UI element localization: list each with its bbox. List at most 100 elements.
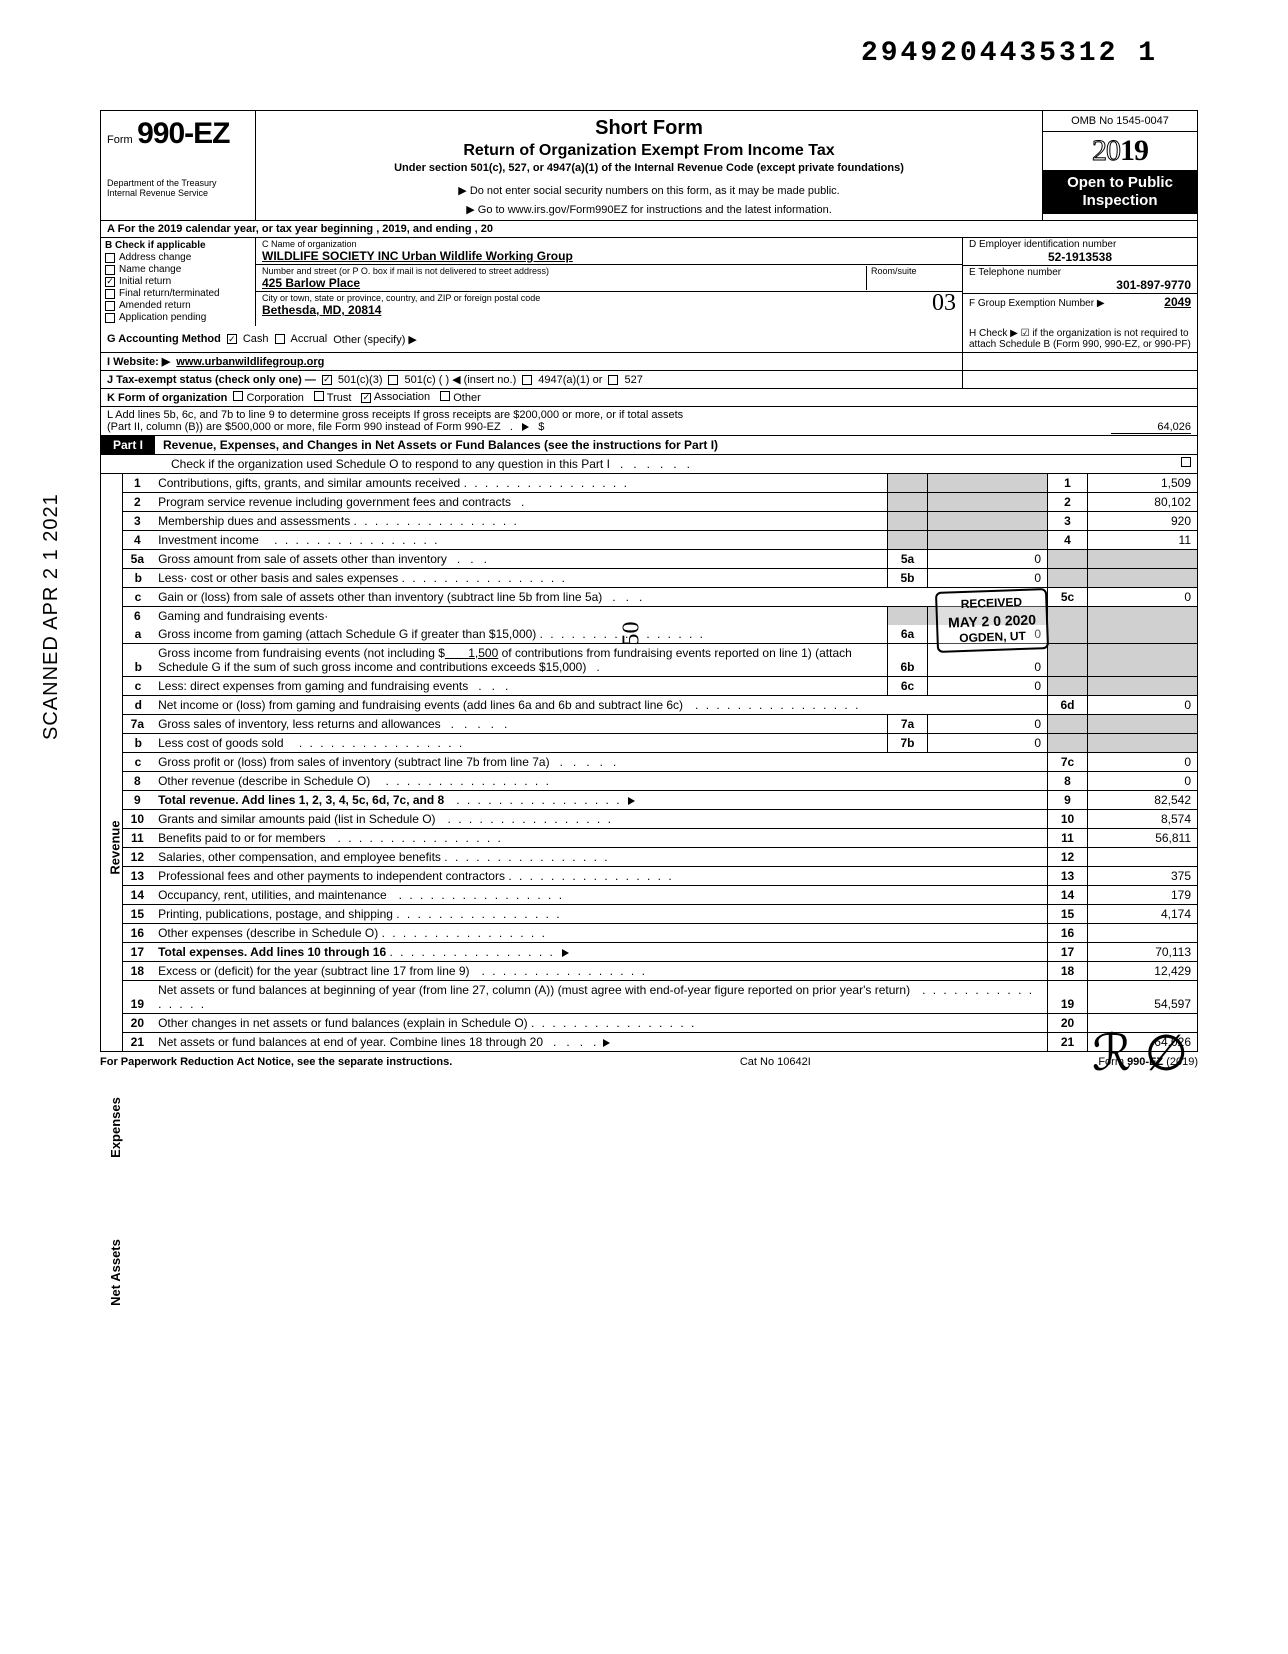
k-item-3: Other bbox=[440, 391, 481, 404]
l-line1: L Add lines 5b, 6c, and 7b to line 9 to … bbox=[107, 409, 683, 421]
part-1-table: 1Contributions, gifts, grants, and simil… bbox=[122, 474, 1198, 1052]
line-6d-desc: Net income or (loss) from gaming and fun… bbox=[158, 698, 683, 712]
b-item-4: Amended return bbox=[105, 300, 251, 311]
line-2-desc: Program service revenue including govern… bbox=[158, 495, 511, 509]
j-4947-label: 4947(a)(1) or bbox=[538, 374, 602, 386]
k-checkbox-1[interactable] bbox=[314, 391, 324, 401]
row-g-h: G Accounting Method ✓ Cash Accrual Other… bbox=[100, 326, 1198, 353]
section-b-c-d: B Check if applicable Address changeName… bbox=[100, 238, 1198, 326]
form-header-center: Short Form Return of Organization Exempt… bbox=[256, 111, 1042, 220]
form-subtitle: Return of Organization Exempt From Incom… bbox=[264, 142, 1034, 160]
line-1-desc: Contributions, gifts, grants, and simila… bbox=[158, 476, 460, 490]
b-label-2: Initial return bbox=[119, 276, 171, 287]
omb-number: OMB No 1545-0047 bbox=[1043, 111, 1197, 132]
c-addr-label: Number and street (or P O. box if mail i… bbox=[262, 266, 866, 276]
part-1-tag: Part I bbox=[101, 436, 155, 454]
c-city-value: Bethesda, MD, 20814 bbox=[262, 303, 956, 317]
part-1-title: Revenue, Expenses, and Changes in Net As… bbox=[155, 436, 1197, 454]
line-13-desc: Professional fees and other payments to … bbox=[158, 869, 505, 883]
b-label-4: Amended return bbox=[119, 300, 191, 311]
net-assets-label: Net Assets bbox=[108, 1239, 123, 1306]
schedule-o-checkbox[interactable] bbox=[1181, 457, 1191, 467]
b-checkbox-5[interactable] bbox=[105, 313, 115, 323]
form-header-right: OMB No 1545-0047 2019 Open to Public Ins… bbox=[1042, 111, 1197, 220]
d-value: 52-1913538 bbox=[969, 250, 1191, 264]
c-name-value: WILDLIFE SOCIETY INC Urban Wildlife Work… bbox=[262, 249, 956, 263]
document-id: 2949204435312 1 bbox=[861, 38, 1158, 69]
b-checkbox-3[interactable] bbox=[105, 289, 115, 299]
b-checkbox-4[interactable] bbox=[105, 301, 115, 311]
line-5c-desc: Gain or (loss) from sale of assets other… bbox=[158, 590, 602, 604]
j-label: J Tax-exempt status (check only one) — bbox=[107, 374, 316, 386]
row-j: J Tax-exempt status (check only one) — ✓… bbox=[100, 371, 1198, 389]
line-13-val: 375 bbox=[1088, 867, 1198, 886]
line-3-desc: Membership dues and assessments bbox=[158, 514, 350, 528]
c-room-label: Room/suite bbox=[871, 266, 956, 276]
c-name-label: C Name of organization bbox=[262, 239, 956, 249]
k-checkbox-2[interactable]: ✓ bbox=[361, 393, 371, 403]
line-15-val: 4,174 bbox=[1088, 905, 1198, 924]
l-line2: (Part II, column (B)) are $500,000 or mo… bbox=[107, 421, 501, 433]
b-label-3: Final return/terminated bbox=[119, 288, 220, 299]
line-11-desc: Benefits paid to or for members bbox=[158, 831, 325, 845]
line-8-val: 0 bbox=[1088, 772, 1198, 791]
line-7c-val: 0 bbox=[1088, 753, 1198, 772]
b-checkbox-2[interactable]: ✓ bbox=[105, 277, 115, 287]
line-6c-desc: Less: direct expenses from gaming and fu… bbox=[158, 679, 468, 693]
line-6a-desc: Gross income from gaming (attach Schedul… bbox=[158, 627, 536, 641]
revenue-label: Revenue bbox=[108, 820, 123, 874]
line-2-val: 80,102 bbox=[1088, 493, 1198, 512]
line-5b-val: 0 bbox=[928, 569, 1048, 588]
l-amount: 64,026 bbox=[1111, 421, 1191, 434]
line-7a-val: 0 bbox=[928, 715, 1048, 734]
j-527-label: 527 bbox=[624, 374, 642, 386]
handwritten-50: 50 bbox=[619, 622, 646, 646]
j-527-checkbox[interactable] bbox=[608, 375, 618, 385]
b-item-1: Name change bbox=[105, 264, 251, 275]
line-4-val: 11 bbox=[1088, 531, 1198, 550]
line-14-val: 179 bbox=[1088, 886, 1198, 905]
k-label-2: Association bbox=[374, 391, 430, 403]
g-cash-checkbox[interactable]: ✓ bbox=[227, 334, 237, 344]
row-i: I Website: ▶ www.urbanwildlifegroup.org bbox=[100, 353, 1198, 371]
line-6b-desc: Gross income from fundraising events (no… bbox=[158, 646, 445, 660]
b-checkbox-1[interactable] bbox=[105, 265, 115, 275]
form-note-2: ▶ Go to www.irs.gov/Form990EZ for instru… bbox=[264, 203, 1034, 216]
k-item-0: Corporation bbox=[233, 391, 304, 404]
j-501c3-checkbox[interactable]: ✓ bbox=[322, 375, 332, 385]
column-b: B Check if applicable Address changeName… bbox=[101, 238, 256, 326]
j-501c-label: 501(c) ( ) ◀ (insert no.) bbox=[404, 373, 516, 386]
line-6-desc: Gaming and fundraising events· bbox=[158, 609, 328, 623]
department-label: Department of the Treasury Internal Reve… bbox=[107, 179, 249, 199]
form-label: Form bbox=[107, 134, 133, 146]
line-7b-val: 0 bbox=[928, 734, 1048, 753]
line-10-desc: Grants and similar amounts paid (list in… bbox=[158, 812, 435, 826]
k-checkbox-3[interactable] bbox=[440, 391, 450, 401]
g-accrual-checkbox[interactable] bbox=[275, 334, 285, 344]
line-4-desc: Investment income bbox=[158, 533, 259, 547]
line-9-val: 82,542 bbox=[1088, 791, 1198, 810]
form-note-1: ▶ Do not enter social security numbers o… bbox=[264, 184, 1034, 197]
received-stamp: RECEIVED MAY 2 0 2020 OGDEN, UT bbox=[935, 588, 1049, 653]
column-d-e-f: D Employer identification number 52-1913… bbox=[962, 238, 1197, 326]
line-10-val: 8,574 bbox=[1088, 810, 1198, 829]
line-17-desc: Total expenses. Add lines 10 through 16 bbox=[158, 945, 386, 959]
column-c: C Name of organization WILDLIFE SOCIETY … bbox=[256, 238, 962, 326]
line-18-val: 12,429 bbox=[1088, 962, 1198, 981]
e-label: E Telephone number bbox=[969, 267, 1191, 278]
line-8-desc: Other revenue (describe in Schedule O) bbox=[158, 774, 370, 788]
b-label-0: Address change bbox=[119, 252, 191, 263]
line-5a-val: 0 bbox=[928, 550, 1048, 569]
j-501c-checkbox[interactable] bbox=[388, 375, 398, 385]
b-checkbox-0[interactable] bbox=[105, 253, 115, 263]
j-4947-checkbox[interactable] bbox=[522, 375, 532, 385]
k-item-1: Trust bbox=[314, 391, 352, 404]
e-value: 301-897-9770 bbox=[969, 278, 1191, 292]
row-k: K Form of organization Corporation Trust… bbox=[100, 389, 1198, 407]
form-under: Under section 501(c), 527, or 4947(a)(1)… bbox=[264, 162, 1034, 174]
b-label-5: Application pending bbox=[119, 312, 206, 323]
k-checkbox-0[interactable] bbox=[233, 391, 243, 401]
line-6d-val: 0 bbox=[1088, 696, 1198, 715]
f-label: F Group Exemption Number ▶ bbox=[969, 298, 1105, 309]
line-1-val: 1,509 bbox=[1088, 474, 1198, 493]
